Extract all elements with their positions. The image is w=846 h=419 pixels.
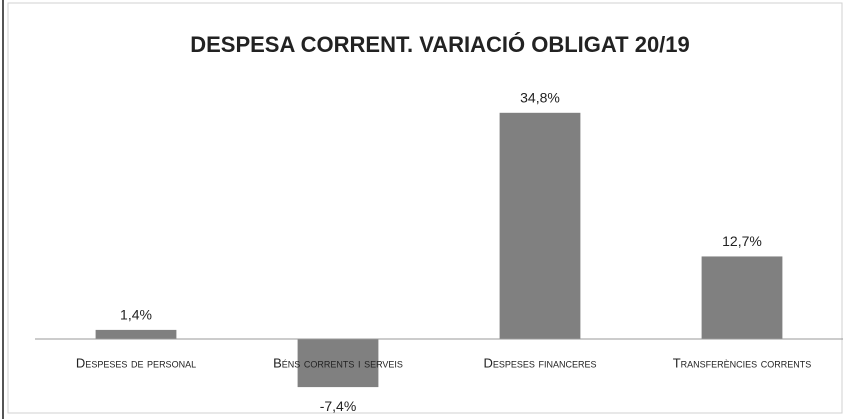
data-label: 12,7% (722, 233, 762, 249)
x-tick-label: Despeses financeres (483, 355, 596, 370)
chart-title: DESPESA CORRENT. VARIACIÓ OBLIGAT 20/19 (190, 32, 690, 57)
bar (297, 339, 379, 388)
chart-border (7, 2, 843, 414)
bar (95, 329, 177, 339)
bar (499, 112, 581, 339)
data-label: 1,4% (120, 307, 152, 323)
x-tick-label: Béns corrents i serveis (273, 355, 403, 370)
data-label: 34,8% (520, 90, 560, 106)
bar (701, 256, 783, 339)
x-tick-label: Transferències corrents (673, 355, 812, 370)
x-tick-label: Despeses de personal (76, 355, 196, 370)
data-label: -7,4% (320, 398, 357, 414)
